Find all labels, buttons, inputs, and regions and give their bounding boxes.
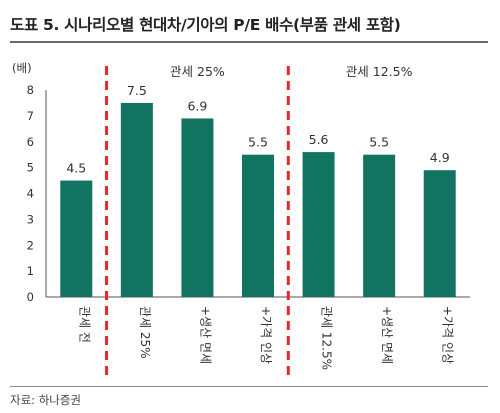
group-label: 관세 12.5%: [346, 64, 413, 79]
x-category-label: +생산 면세: [380, 306, 394, 364]
data-labels: 4.5 7.5 6.9 5.5 5.6 5.5 4.9: [66, 83, 449, 176]
x-category-label: +가격 인상: [441, 306, 455, 364]
x-category-label: +가격 인상: [259, 306, 273, 364]
data-label: 5.6: [309, 132, 329, 147]
data-label: 4.9: [430, 150, 450, 165]
y-tick-label: 2: [27, 238, 34, 252]
chart-title: 도표 5. 시나리오별 현대차/기아의 P/E 배수(부품 관세 포함): [10, 16, 401, 34]
y-tick-label: 0: [27, 290, 34, 304]
bar: [302, 152, 335, 297]
data-label: 5.5: [248, 135, 268, 150]
bar: [181, 118, 214, 298]
bar: [423, 170, 456, 297]
y-axis-unit-label: (배): [12, 61, 32, 75]
bar-chart: (배) 0 1 2 3 4 5 6 7 8 4.5 7.5 6.9 5.5 5.6 5.5 4.9 관세 2…: [12, 61, 470, 378]
data-label: 4.5: [66, 161, 86, 176]
bottom-rule: [10, 386, 488, 387]
y-tick-label: 4: [27, 187, 34, 201]
y-axis-ticks: 0 1 2 3 4 5 6 7 8: [27, 83, 34, 304]
source-note: 자료: 하나증권: [10, 393, 82, 407]
x-category-label: +생산 면세: [198, 306, 212, 364]
group-labels: 관세 25% 관세 12.5%: [170, 64, 413, 79]
y-tick-label: 7: [27, 109, 34, 123]
group-label: 관세 25%: [170, 64, 225, 79]
x-category-label: 관세 12.5%: [320, 306, 334, 370]
y-tick-label: 8: [27, 83, 34, 97]
data-label: 6.9: [187, 98, 207, 113]
bars: [60, 102, 456, 298]
y-tick-label: 1: [27, 264, 34, 278]
x-category-label: 관세 25%: [138, 306, 152, 359]
bar: [363, 154, 396, 297]
y-tick-label: 5: [27, 161, 34, 175]
x-category-label: 관세 전: [77, 306, 91, 343]
bar: [120, 102, 153, 297]
bar: [60, 180, 93, 297]
title-rule: [10, 41, 488, 43]
y-tick-label: 3: [27, 212, 34, 226]
scenario-dividers: [105, 66, 290, 378]
x-axis-category-labels: 관세 전 관세 25% +생산 면세 +가격 인상 관세 12.5% +생산 면세 +가격 …: [77, 306, 454, 370]
bar: [242, 154, 274, 297]
y-tick-label: 6: [27, 135, 34, 149]
data-label: 5.5: [369, 135, 389, 150]
data-label: 7.5: [127, 83, 147, 98]
